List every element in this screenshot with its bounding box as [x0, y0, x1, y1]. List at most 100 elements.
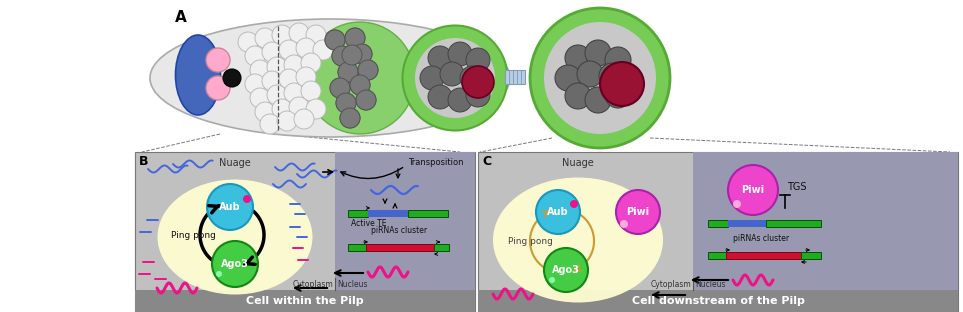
- Text: Cytoplasm: Cytoplasm: [292, 280, 333, 289]
- Bar: [478, 152, 958, 312]
- Text: Ago3: Ago3: [552, 265, 580, 275]
- Bar: [693, 152, 958, 290]
- Circle shape: [212, 241, 258, 287]
- Ellipse shape: [150, 19, 510, 137]
- Ellipse shape: [415, 38, 495, 118]
- Text: Piwi: Piwi: [627, 207, 650, 217]
- Circle shape: [530, 8, 670, 148]
- Circle shape: [428, 85, 452, 109]
- Text: Cell within the Pilp: Cell within the Pilp: [247, 296, 364, 306]
- Circle shape: [345, 28, 365, 48]
- Circle shape: [250, 60, 270, 80]
- Circle shape: [336, 93, 356, 113]
- Circle shape: [605, 82, 631, 108]
- Circle shape: [342, 45, 362, 65]
- Circle shape: [733, 200, 741, 208]
- Circle shape: [599, 63, 625, 89]
- Circle shape: [223, 69, 241, 87]
- Circle shape: [466, 48, 490, 72]
- Circle shape: [356, 90, 376, 110]
- Circle shape: [255, 28, 275, 48]
- Circle shape: [570, 200, 578, 208]
- Circle shape: [277, 111, 297, 131]
- Circle shape: [267, 85, 287, 105]
- Circle shape: [306, 99, 326, 119]
- Bar: [708, 252, 726, 259]
- Circle shape: [279, 69, 299, 89]
- Circle shape: [296, 38, 316, 58]
- Circle shape: [330, 78, 350, 98]
- Text: Aub: Aub: [547, 207, 569, 217]
- Circle shape: [284, 83, 304, 103]
- Circle shape: [301, 81, 321, 101]
- Circle shape: [306, 25, 326, 45]
- Ellipse shape: [158, 179, 313, 295]
- Circle shape: [272, 99, 292, 119]
- Circle shape: [448, 88, 472, 112]
- Text: Transposition: Transposition: [408, 158, 463, 167]
- Circle shape: [345, 28, 365, 48]
- Text: Nuage: Nuage: [562, 158, 594, 168]
- Circle shape: [289, 23, 309, 43]
- Text: Nucleus: Nucleus: [337, 280, 368, 289]
- Circle shape: [577, 61, 603, 87]
- Bar: [766, 220, 821, 227]
- Circle shape: [262, 42, 282, 62]
- Circle shape: [330, 78, 350, 98]
- Circle shape: [279, 40, 299, 60]
- Circle shape: [206, 48, 230, 72]
- Circle shape: [565, 83, 591, 109]
- Text: Cytoplasm: Cytoplasm: [650, 280, 691, 289]
- Circle shape: [272, 25, 292, 45]
- Circle shape: [338, 62, 358, 82]
- Text: Ping pong: Ping pong: [508, 237, 553, 246]
- Circle shape: [284, 55, 304, 75]
- Circle shape: [466, 83, 490, 107]
- Circle shape: [289, 97, 309, 117]
- Text: piRNAs cluster: piRNAs cluster: [733, 234, 789, 243]
- Text: piRNAs cluster: piRNAs cluster: [371, 226, 428, 235]
- Circle shape: [448, 42, 472, 66]
- Circle shape: [728, 165, 778, 215]
- Circle shape: [617, 69, 643, 95]
- Circle shape: [358, 60, 378, 80]
- Bar: [366, 244, 434, 251]
- Text: Nucleus: Nucleus: [695, 280, 725, 289]
- Bar: [335, 152, 475, 290]
- Circle shape: [296, 67, 316, 87]
- Circle shape: [245, 74, 265, 94]
- Bar: [408, 210, 448, 217]
- Bar: [726, 252, 801, 259]
- Circle shape: [206, 76, 230, 100]
- Circle shape: [262, 71, 282, 91]
- Circle shape: [313, 40, 333, 60]
- Bar: [505, 70, 525, 84]
- Text: Ago3: Ago3: [221, 259, 249, 269]
- Text: Cell downstream of the Pilp: Cell downstream of the Pilp: [632, 296, 804, 306]
- Circle shape: [338, 62, 358, 82]
- Text: Aub: Aub: [220, 202, 241, 212]
- Circle shape: [216, 271, 222, 277]
- Circle shape: [544, 248, 588, 292]
- Circle shape: [325, 30, 345, 50]
- Text: Ping pong: Ping pong: [170, 231, 216, 240]
- Text: B: B: [139, 155, 148, 168]
- Circle shape: [245, 46, 265, 66]
- Circle shape: [352, 44, 372, 64]
- Circle shape: [250, 88, 270, 108]
- Bar: [801, 252, 821, 259]
- Circle shape: [336, 93, 356, 113]
- Bar: [348, 210, 368, 217]
- Circle shape: [460, 66, 484, 90]
- Circle shape: [267, 57, 287, 77]
- Text: Piwi: Piwi: [742, 185, 765, 195]
- Circle shape: [356, 90, 376, 110]
- Bar: [708, 220, 728, 227]
- Bar: [135, 290, 475, 312]
- Bar: [478, 290, 958, 312]
- Circle shape: [342, 45, 362, 65]
- Circle shape: [555, 65, 581, 91]
- Circle shape: [332, 46, 352, 66]
- Circle shape: [620, 220, 628, 228]
- Text: C: C: [482, 155, 491, 168]
